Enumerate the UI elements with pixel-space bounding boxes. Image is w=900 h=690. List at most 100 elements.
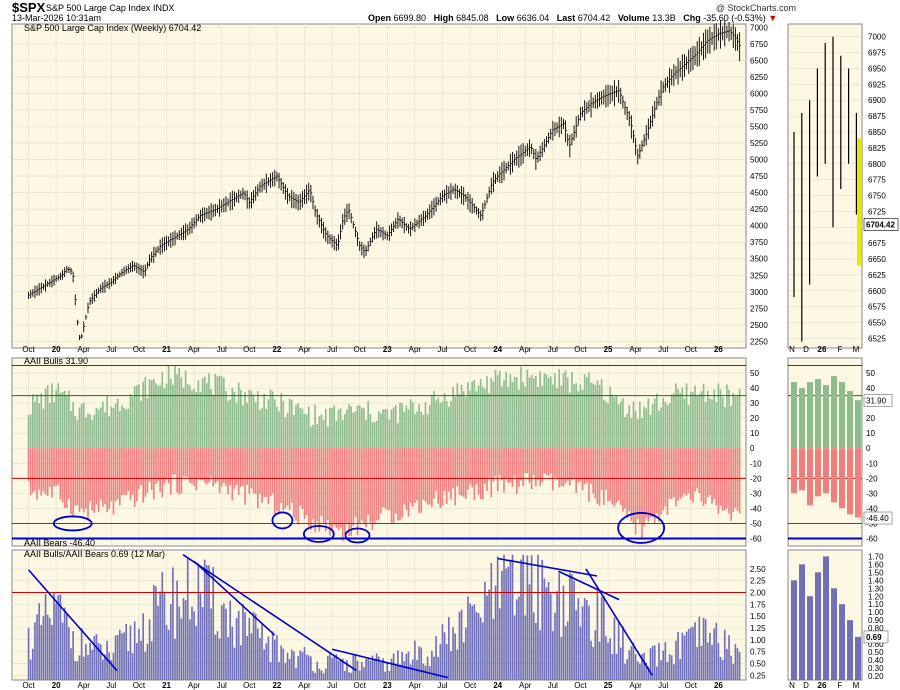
bulls-bar — [445, 401, 448, 449]
bulls-bar — [670, 394, 673, 449]
bulls-bar — [511, 382, 514, 449]
bears-bar — [197, 448, 200, 479]
bears-bar — [339, 448, 342, 528]
bulls-bar — [114, 403, 117, 449]
bears-bar — [163, 448, 166, 485]
bulls-bar — [673, 393, 675, 449]
ratio-bar — [564, 626, 567, 680]
ratio-bar — [324, 668, 327, 680]
bulls-bar — [150, 380, 153, 449]
x-tick-label: 25 — [604, 345, 613, 354]
bears-bar — [394, 448, 397, 514]
bulls-bar — [159, 385, 161, 449]
side-bulls-tick-label: 0 — [866, 444, 871, 453]
ratio-bar — [339, 659, 342, 680]
bulls-bar — [146, 397, 149, 449]
bulls-bar — [626, 413, 628, 449]
x-tick-label: 22 — [272, 345, 281, 354]
bulls-bar — [588, 372, 590, 449]
ratio-bar — [617, 621, 620, 680]
bears-bar — [496, 448, 499, 492]
bulls-tick-label: -10 — [750, 459, 762, 468]
ratio-bar — [312, 670, 314, 680]
bears-bar — [161, 448, 164, 498]
ratio-bar — [668, 654, 671, 680]
bulls-bar — [186, 384, 189, 449]
bulls-bar — [687, 404, 690, 449]
price-tick-label: 3250 — [750, 271, 768, 280]
bulls-bar — [354, 411, 357, 449]
ratio-bar — [246, 635, 249, 680]
bears-bar — [38, 448, 40, 490]
bears-bar — [356, 448, 359, 536]
bears-bar — [348, 448, 350, 536]
ratio-bar — [732, 663, 735, 680]
bears-bar — [89, 448, 91, 502]
bears-bar — [184, 448, 187, 477]
ratio-bar — [310, 656, 312, 680]
side-x-tick-label: M — [853, 345, 860, 354]
ratio-bar — [549, 593, 552, 680]
ratio-bar — [698, 616, 701, 680]
side-bulls-bar — [847, 391, 853, 449]
ratio-bar — [89, 642, 91, 680]
bulls-bar — [666, 405, 669, 449]
ratio-bar — [730, 655, 732, 680]
side-bulls-tick-label: -40 — [866, 504, 878, 513]
trend-line — [558, 570, 620, 601]
bears-bar — [144, 448, 147, 497]
ratio-bar — [643, 652, 645, 680]
side-bulls-tick-label: -10 — [866, 459, 878, 468]
bulls-bar — [212, 395, 215, 449]
bulls-bar — [233, 391, 236, 449]
bears-bar — [360, 448, 363, 521]
ratio-bar — [237, 610, 240, 680]
bulls-bar — [713, 389, 715, 449]
bears-bar — [195, 448, 198, 491]
ratio-bar — [651, 645, 654, 680]
bears-bar — [632, 448, 635, 524]
price-tick-label: 5000 — [750, 156, 768, 165]
bulls-bar — [223, 377, 225, 449]
ratio-bar — [348, 672, 350, 680]
bears-bar — [201, 448, 204, 480]
bulls-bar — [706, 390, 709, 449]
bears-bar — [386, 448, 389, 510]
ratio-current-value: 0.69 — [866, 633, 882, 642]
ratio-bar — [471, 605, 474, 680]
trend-line — [497, 557, 598, 577]
bulls-bar — [448, 406, 450, 449]
price-tick-label: 4250 — [750, 205, 768, 214]
bulls-bar — [645, 408, 648, 449]
ratio-bar — [496, 556, 499, 680]
ratio-bar — [203, 559, 206, 680]
ratio-bar — [600, 596, 603, 680]
trend-line — [585, 568, 653, 676]
ratio-bar — [57, 595, 60, 680]
bulls-bar — [675, 383, 677, 449]
ratio-bar — [433, 656, 435, 680]
bulls-bar — [78, 407, 81, 449]
side-price-tick-label: 6525 — [868, 334, 886, 343]
bears-bar — [698, 448, 701, 494]
bulls-bar — [127, 408, 130, 449]
bulls-bar — [537, 386, 539, 449]
ratio-bar — [535, 623, 537, 680]
bulls-bar — [433, 390, 435, 449]
ratio-bar — [314, 672, 316, 680]
bulls-bar — [97, 409, 100, 449]
bulls-bar — [501, 386, 503, 449]
bulls-bar — [594, 384, 597, 449]
price-tick-label: 2250 — [750, 337, 768, 346]
ratio-bar — [662, 650, 665, 680]
bears-bar — [475, 448, 478, 485]
bulls-bar — [681, 387, 684, 449]
ratio-bar — [201, 607, 204, 680]
ratio-bar — [645, 662, 648, 680]
ratio-bar — [163, 591, 166, 680]
bulls-bar — [441, 401, 444, 449]
ratio-bar — [127, 650, 130, 680]
ratio-bar — [288, 658, 291, 680]
bulls-tick-label: -40 — [750, 504, 762, 513]
ratio-bar — [119, 629, 121, 680]
